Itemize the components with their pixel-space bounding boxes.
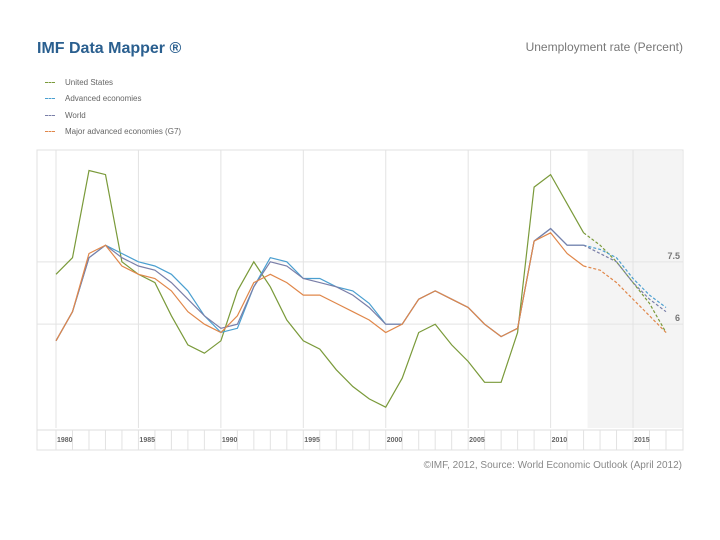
legend-item-advanced-economies[interactable]: Advanced economies <box>45 91 181 108</box>
legend-label: Major advanced economies (G7) <box>65 127 182 137</box>
source-note: ©IMF, 2012, Source: World Economic Outlo… <box>423 460 682 471</box>
legend-label: United States <box>65 77 114 87</box>
y-tick-label: 6 <box>675 313 680 323</box>
x-tick-label: 2005 <box>469 437 485 444</box>
y-tick-label: 7.5 <box>667 251 680 261</box>
x-tick-label: 1980 <box>57 437 73 444</box>
legend-swatch-g7 <box>45 131 55 133</box>
legend: United States Advanced economies World M… <box>45 74 181 140</box>
chart-title: IMF Data Mapper ® <box>37 40 182 57</box>
series-line-major-advanced-economies-g7- <box>55 232 584 342</box>
x-tick-label: 2010 <box>552 437 568 444</box>
legend-item-united-states[interactable]: United States <box>45 74 181 91</box>
chart-subtitle: Unemployment rate (Percent) <box>525 40 683 54</box>
legend-label: Advanced economies <box>65 94 142 104</box>
legend-item-world[interactable]: World <box>45 107 181 124</box>
legend-swatch-united-states <box>45 81 55 83</box>
plot-frame <box>36 149 684 451</box>
series-forecast-world <box>583 244 667 313</box>
x-tick-label: 1995 <box>304 437 320 444</box>
x-tick-label: 1990 <box>222 437 238 444</box>
legend-item-g7[interactable]: Major advanced economies (G7) <box>45 124 181 141</box>
x-tick-label: 2015 <box>634 437 650 444</box>
series-line-united-states <box>55 169 585 408</box>
x-tick-label: 1985 <box>139 437 155 444</box>
legend-swatch-advanced-economies <box>45 98 55 100</box>
legend-label: World <box>65 110 86 120</box>
x-tick-label: 2000 <box>387 437 403 444</box>
forecast-shade <box>587 151 682 428</box>
legend-swatch-world <box>45 114 55 116</box>
